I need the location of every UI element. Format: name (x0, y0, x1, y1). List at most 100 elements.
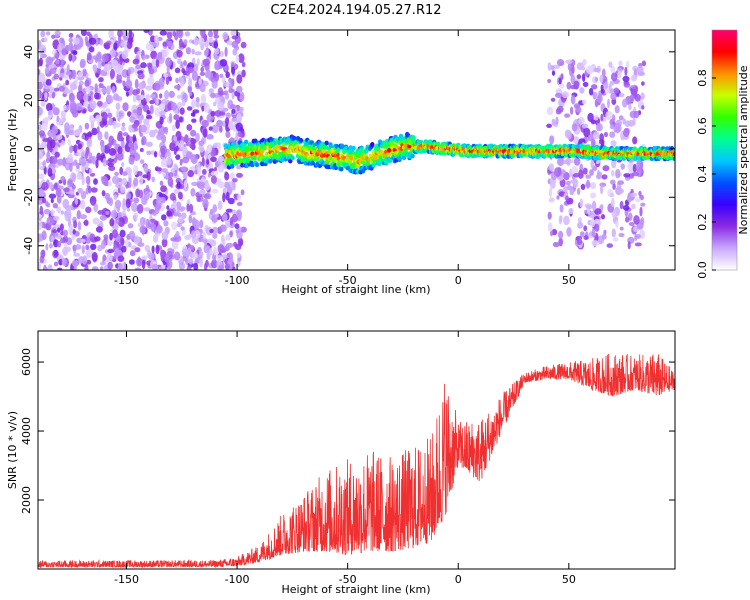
spectrogram-cell (66, 104, 70, 111)
spectrogram-cell (154, 34, 159, 44)
spectrogram-cell (161, 196, 166, 204)
spectrogram-cell (175, 230, 180, 237)
spectrogram-cell (612, 183, 616, 190)
spectrogram-cell (207, 36, 214, 43)
spectrogram-cell (611, 169, 615, 177)
spectrogram-cell (54, 52, 59, 60)
spectrogram-cell (218, 126, 223, 133)
spectrogram-cell (189, 244, 195, 250)
spectrogram-cell (591, 240, 599, 247)
spectrogram-cell (160, 252, 165, 262)
spectrogram-cell (38, 130, 46, 137)
spectrogram-cell (185, 47, 192, 55)
spectrogram-cell (614, 105, 620, 114)
spectrogram-cell (169, 113, 173, 123)
spectrogram-cell (634, 197, 641, 203)
spectrogram-cell (161, 147, 166, 158)
spectrogram-cell (641, 60, 647, 67)
spectrogram-cell (100, 88, 108, 93)
spectrogram-cell (53, 215, 60, 221)
spectrogram-cell (199, 83, 206, 93)
spectrogram-cell (630, 88, 637, 96)
spectrogram-cell (147, 76, 155, 86)
spectrogram-cell (38, 151, 44, 160)
spectrogram-cell (212, 204, 218, 213)
spectrogram-cell (555, 116, 559, 125)
spectrogram-cell (149, 94, 156, 99)
spectrogram-cell (555, 92, 563, 98)
spectrogram-cell (50, 67, 57, 75)
spectrogram-cell (547, 79, 552, 83)
spectrogram-cell (183, 39, 188, 45)
spectrogram-cell (560, 73, 564, 80)
spectrogram-y-ticks: -40 -20 0 20 40 (22, 45, 675, 255)
spectrogram-cell (175, 145, 179, 152)
spectrogram-cell (76, 162, 80, 170)
spectrogram-cell (225, 234, 231, 241)
spectrogram-cell (230, 104, 237, 110)
y-tick-label: 0 (22, 145, 35, 152)
spectrogram-cell (107, 112, 113, 119)
spectrogram-cell (207, 145, 212, 153)
spectrogram-cell (172, 30, 176, 37)
spectrogram-cell (126, 207, 131, 212)
spectrogram-cell (592, 131, 600, 140)
spectrogram-cell (73, 129, 81, 136)
spectrogram-cell (46, 151, 51, 160)
spectrogram-cell (127, 111, 132, 117)
spectrogram-cell (631, 172, 640, 177)
spectrogram-cell (230, 141, 236, 147)
spectrogram-cell (161, 214, 167, 221)
spectrogram-cell (176, 94, 182, 99)
spectrogram-cell (370, 142, 375, 147)
spectrogram-cell (214, 213, 220, 218)
spectrogram-cell (62, 229, 68, 237)
spectrogram-cell (609, 179, 616, 185)
spectrogram-cell (213, 101, 217, 107)
spectrogram-cell (74, 198, 79, 205)
x-tick-label: -50 (339, 573, 357, 586)
spectrogram-cell (185, 250, 189, 259)
spectrogram-cell (620, 163, 625, 170)
spectrogram-cell (59, 223, 64, 232)
spectrogram-cell (210, 175, 217, 184)
spectrogram-cell (582, 73, 586, 82)
spectrogram-cell (224, 172, 230, 181)
spectrogram-cell (373, 155, 378, 161)
spectrogram-cell (129, 250, 136, 257)
spectrogram-cell (90, 187, 98, 193)
spectrogram-cell (79, 214, 87, 220)
spectrogram-cell (139, 147, 144, 153)
colorbar-tick-label: 0.2 (696, 213, 709, 231)
spectrogram-cell (240, 41, 247, 49)
spectrogram-cell (150, 218, 156, 223)
x-tick-label: -50 (339, 274, 357, 287)
spectrogram-cell (195, 97, 200, 103)
spectrogram-cell (140, 94, 144, 100)
spectrogram-cell (220, 234, 225, 243)
y-tick-label: 20 (22, 93, 35, 107)
spectrogram-cell (48, 193, 57, 199)
spectrogram-cell (68, 32, 74, 38)
spectrogram-cell (72, 37, 80, 45)
snr-x-ticks: -150 -100 -50 0 50 (114, 331, 576, 586)
spectrogram-cell (435, 141, 441, 147)
colorbar-tick-label: 0.0 (696, 261, 709, 279)
spectrogram-cell (631, 74, 638, 82)
spectrogram-cell (235, 228, 240, 234)
y-tick-label: 40 (22, 45, 35, 59)
spectrogram-cell (230, 163, 235, 169)
spectrogram-cell (622, 75, 630, 83)
spectrogram-cell (573, 103, 581, 109)
spectrogram-cell (142, 55, 146, 61)
spectrogram-cell (153, 151, 158, 158)
spectrogram-cell (80, 30, 87, 37)
spectrogram-cell (617, 188, 624, 194)
spectrogram-cell (97, 210, 105, 215)
spectrogram-cell (601, 214, 605, 220)
spectrogram-cell (572, 136, 580, 144)
spectrogram-cell (83, 101, 89, 108)
spectrogram-cell (428, 139, 433, 145)
spectrogram-cell (161, 49, 167, 59)
spectrogram-cell (222, 213, 228, 222)
